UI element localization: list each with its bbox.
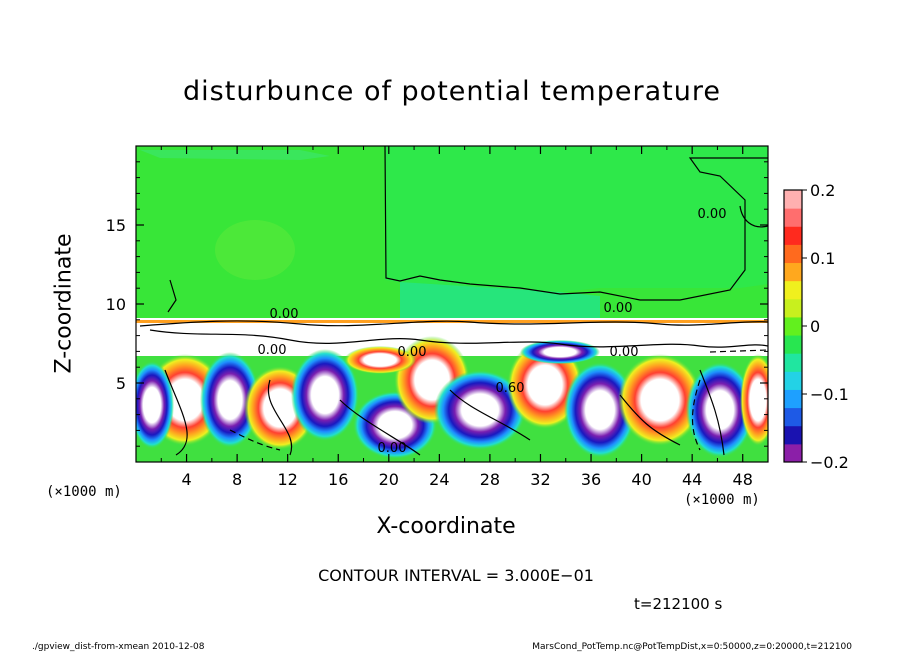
- contour-label: 0.00: [604, 301, 633, 316]
- contour-label: 0.00: [698, 207, 727, 222]
- x-tick-label: 24: [429, 470, 449, 489]
- colorbar-swatch: [784, 280, 802, 300]
- colorbar-swatch: [784, 389, 802, 409]
- time-label: t=212100 s: [634, 595, 723, 613]
- x-axis: 4 8 12 16 20 24 28 32 36 40 44 48: [160, 146, 753, 489]
- x-tick-label: 28: [480, 470, 500, 489]
- contour-labels: 0.00 0.00 0.00 0.00 0.00 0.60 0.00 0.00: [258, 207, 727, 456]
- footer-right: MarsCond_PotTemp.nc@PotTempDist,x=0:5000…: [532, 642, 852, 652]
- colorbar-swatch: [784, 425, 802, 445]
- colorbar-swatch: [784, 407, 802, 427]
- plumes: [136, 336, 768, 459]
- colorbar-swatch: [784, 244, 802, 264]
- x-tick-label: 32: [530, 470, 550, 489]
- colorbar-swatch: [784, 371, 802, 390]
- y-axis: 5 10 15: [106, 161, 768, 447]
- colorbar-swatch: [784, 262, 802, 282]
- colorbar: 0.2 0.1 0 −0.1 −0.2: [783, 181, 849, 472]
- colorbar-swatch: [784, 190, 802, 209]
- x-tick-label: 36: [581, 470, 601, 489]
- contour-lines-negative: [229, 349, 768, 451]
- colorbar-label: −0.1: [810, 385, 849, 404]
- y-tick-label: 5: [116, 374, 126, 393]
- colorbar-label: −0.2: [810, 453, 849, 472]
- x-tick-label: 48: [733, 470, 753, 489]
- colorbar-label: 0: [810, 317, 820, 336]
- contour-interval: CONTOUR INTERVAL = 3.000E−01: [318, 566, 594, 585]
- x-unit-label-right: (×1000 m): [684, 492, 760, 508]
- colorbar-swatch: [784, 316, 802, 336]
- upper-field-right: [385, 146, 768, 292]
- contour-label: 0.60: [496, 381, 525, 396]
- colorbar-swatch: [784, 443, 802, 463]
- colorbar-label: 0.2: [810, 181, 835, 200]
- chart-title: disturbunce of potential temperature: [183, 76, 721, 107]
- x-tick-label: 44: [682, 470, 702, 489]
- x-tick-label: 8: [232, 470, 242, 489]
- x-tick-label: 40: [631, 470, 651, 489]
- y-tick-label: 15: [106, 216, 126, 235]
- footer-left: ./gpview_dist-from-xmean 2010-12-08: [32, 642, 205, 652]
- warm-patch: [215, 220, 295, 280]
- colorbar-label: 0.1: [810, 249, 835, 268]
- x-unit-label-left: (×1000 m): [46, 484, 122, 500]
- contour-lines: [139, 146, 768, 456]
- contour-label: 0.00: [270, 307, 299, 322]
- x-tick-label: 16: [328, 470, 348, 489]
- plot-area: [136, 146, 768, 462]
- contour-label: 0.00: [378, 441, 407, 456]
- contour-label: 0.00: [258, 343, 287, 358]
- y-tick-label: 10: [106, 295, 126, 314]
- x-tick-label: 12: [278, 470, 298, 489]
- colorbar-swatch: [784, 208, 802, 227]
- cool-patch: [400, 282, 600, 318]
- colorbar-swatch: [784, 353, 802, 372]
- colorbar-swatch: [784, 226, 802, 245]
- x-axis-label: X-coordinate: [376, 514, 516, 539]
- x-tick-label: 4: [181, 470, 191, 489]
- colorbar-swatch: [784, 335, 802, 354]
- contour-label: 0.00: [398, 345, 427, 360]
- x-tick-label: 20: [379, 470, 399, 489]
- contour-label: 0.00: [610, 345, 639, 360]
- top-patch: [140, 150, 330, 160]
- colorbar-swatch: [784, 298, 802, 318]
